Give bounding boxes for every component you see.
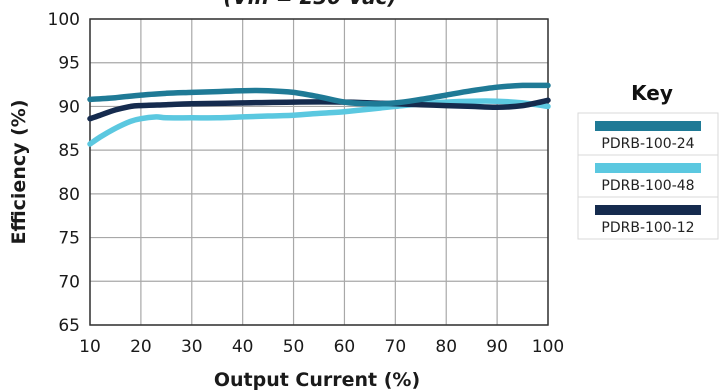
legend-label: PDRB-100-24	[601, 136, 694, 152]
legend-swatch	[595, 205, 701, 215]
chart-title: (Vin = 230 Vac)	[223, 0, 396, 9]
legend-entry-box	[577, 154, 719, 198]
series-layer	[87, 82, 551, 147]
legend-label: PDRB-100-48	[601, 178, 694, 194]
x-axis-title: Output Current (%)	[214, 369, 420, 391]
x-tick-label: 10	[79, 337, 101, 357]
y-tick-label: 95	[58, 54, 80, 74]
y-tick-label: 85	[58, 141, 80, 161]
x-tick-label: 60	[334, 337, 356, 357]
legend-label: PDRB-100-12	[601, 220, 694, 236]
series-line-pdrb-100-12	[87, 97, 551, 122]
x-tick-label: 40	[232, 337, 254, 357]
x-tick-label: 30	[181, 337, 203, 357]
legend-swatch	[595, 163, 701, 173]
legend-entry-box	[577, 112, 719, 156]
legend-title: Key	[631, 81, 673, 105]
series-line-pdrb-100-24	[87, 82, 551, 107]
plot-frame	[89, 18, 549, 326]
ticks-layer: 10 20 30 40 50 60 70 80 90 100 65 70 75 80 85 90 95 100	[48, 10, 565, 357]
y-tick-label: 70	[58, 272, 80, 292]
grid	[89, 18, 549, 326]
legend-items: PDRB-100-24 PDRB-100-48 PDRB-100-12	[577, 112, 719, 240]
legend: Key PDRB-100-24 PDRB-100-48 PDRB-100-12	[577, 81, 719, 240]
y-tick-label: 80	[58, 185, 80, 205]
series-line-pdrb-100-48	[87, 98, 551, 147]
x-tick-label: 90	[486, 337, 508, 357]
x-tick-label: 20	[130, 337, 152, 357]
x-tick-label: 70	[385, 337, 407, 357]
legend-entry-box	[577, 196, 719, 240]
x-tick-label: 50	[283, 337, 305, 357]
legend-swatch	[595, 121, 701, 131]
y-tick-label: 65	[58, 316, 80, 336]
y-axis-title: Efficiency (%)	[8, 99, 30, 244]
y-tick-label: 90	[58, 97, 80, 117]
y-tick-label: 75	[58, 229, 80, 249]
x-tick-label: 80	[435, 337, 457, 357]
y-tick-label: 100	[48, 10, 80, 30]
x-tick-label: 100	[532, 337, 564, 357]
